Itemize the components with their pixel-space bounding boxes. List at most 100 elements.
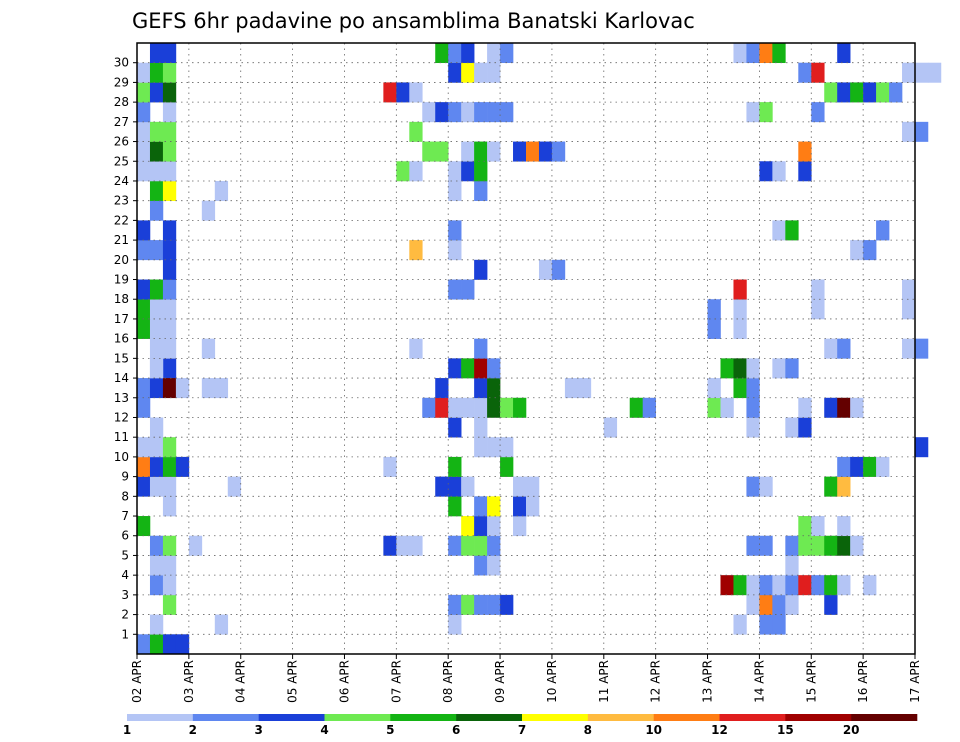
heatmap-cell: [422, 397, 436, 418]
x-axis-labels: 02 APR 03 APR 04 APR 05 APR 06 APR 07 APR 08 A…: [130, 654, 922, 703]
heatmap-cell: [474, 141, 488, 162]
heatmap-cell: [474, 338, 488, 359]
heatmap-cell: [137, 121, 151, 142]
heatmap-cell: [162, 299, 177, 320]
heatmap-cell: [162, 259, 177, 280]
heatmap-cell: [162, 378, 177, 399]
heatmap-cell: [149, 575, 164, 596]
heatmap-cell: [188, 535, 203, 556]
heatmap-cell: [785, 535, 799, 556]
heatmap-cell: [448, 456, 462, 477]
legend-swatch: [851, 714, 918, 721]
heatmap-cell: [746, 397, 760, 418]
heatmap-cell: [785, 220, 799, 241]
x-tick-label: 16 APR: [856, 660, 870, 703]
y-tick-label: 22: [114, 213, 129, 227]
heatmap-cell: [175, 378, 190, 399]
heatmap-cell: [162, 338, 177, 359]
legend-label: 10: [645, 723, 662, 737]
heatmap-cell: [137, 240, 151, 261]
heatmap-cell: [629, 397, 643, 418]
heatmap-cell: [149, 279, 164, 300]
heatmap-cell: [720, 397, 734, 418]
heatmap-cell: [577, 378, 592, 399]
heatmap-cell: [149, 378, 164, 399]
heatmap-cell: [149, 555, 164, 576]
heatmap-cell: [435, 378, 449, 399]
heatmap-cell: [876, 456, 890, 477]
heatmap-cell: [149, 456, 164, 477]
heatmap-cell: [707, 397, 721, 418]
heatmap-cell: [915, 62, 929, 83]
heatmap-cell: [162, 82, 177, 103]
heatmap-cell: [448, 358, 462, 379]
heatmap-cell: [137, 437, 151, 458]
heatmap-cell: [811, 535, 825, 556]
heatmap-cell: [759, 43, 773, 64]
heatmap-cell: [500, 437, 514, 458]
heatmap-cell: [538, 259, 553, 280]
heatmap-cell: [137, 279, 151, 300]
heatmap-cell: [707, 318, 721, 339]
heatmap-cell: [746, 417, 760, 438]
heatmap-cell: [461, 594, 475, 615]
heatmap-cell: [526, 496, 540, 517]
heatmap-cell: [474, 358, 488, 379]
heatmap-cell: [422, 141, 436, 162]
heatmap-cell: [383, 82, 397, 103]
heatmap-cell: [500, 102, 514, 123]
heatmap-cell: [149, 121, 164, 142]
x-tick-label: 13 APR: [701, 660, 715, 703]
heatmap-cell: [162, 220, 177, 241]
heatmap-cell: [876, 82, 890, 103]
heatmap-cell: [448, 496, 462, 517]
heatmap-cell: [461, 279, 475, 300]
heatmap-cell: [927, 62, 942, 83]
heatmap-cell: [772, 614, 786, 635]
y-tick-label: 3: [121, 588, 129, 602]
heatmap-cell: [448, 102, 462, 123]
heatmap-cell: [409, 161, 423, 182]
heatmap-cell: [733, 299, 747, 320]
heatmap-cell: [149, 141, 164, 162]
heatmap-cell: [162, 102, 177, 123]
heatmap-cell: [149, 200, 164, 221]
legend-label: 5: [386, 723, 394, 737]
x-tick-label: 11 APR: [597, 660, 611, 703]
heatmap-cell: [474, 102, 488, 123]
heatmap-cell: [785, 417, 799, 438]
heatmap-cell: [811, 299, 825, 320]
heatmap-cell: [876, 220, 890, 241]
heatmap-cell: [201, 338, 216, 359]
heatmap-cell: [149, 240, 164, 261]
heatmap-cell: [811, 516, 825, 537]
heatmap-cell: [772, 220, 786, 241]
x-tick-label: 12 APR: [649, 660, 663, 703]
heatmap-cell: [824, 535, 838, 556]
heatmap-cell: [396, 82, 410, 103]
heatmap-cell: [175, 634, 190, 655]
legend-label: 8: [584, 723, 592, 737]
heatmap-cell: [487, 496, 501, 517]
heatmap-cell: [915, 437, 929, 458]
legend-label: 4: [320, 723, 328, 737]
y-tick-label: 11: [114, 430, 129, 444]
heatmap-cell: [149, 634, 164, 655]
heatmap-cell: [798, 161, 812, 182]
heatmap-cell: [474, 496, 488, 517]
heatmap-cell: [137, 634, 151, 655]
x-tick-label: 08 APR: [441, 660, 455, 703]
heatmap-cell: [149, 535, 164, 556]
heatmap-cell: [746, 102, 760, 123]
heatmap-cell: [863, 456, 877, 477]
heatmap-cell: [474, 437, 488, 458]
heatmap-cell: [396, 161, 410, 182]
legend-swatch: [719, 714, 786, 721]
x-tick-label: 15 APR: [804, 660, 818, 703]
heatmap-cell: [837, 575, 851, 596]
y-tick-label: 12: [114, 410, 129, 424]
y-tick-label: 14: [114, 371, 129, 385]
heatmap-cell: [720, 575, 734, 596]
heatmap-cell: [162, 180, 177, 201]
heatmap-cell: [201, 378, 216, 399]
